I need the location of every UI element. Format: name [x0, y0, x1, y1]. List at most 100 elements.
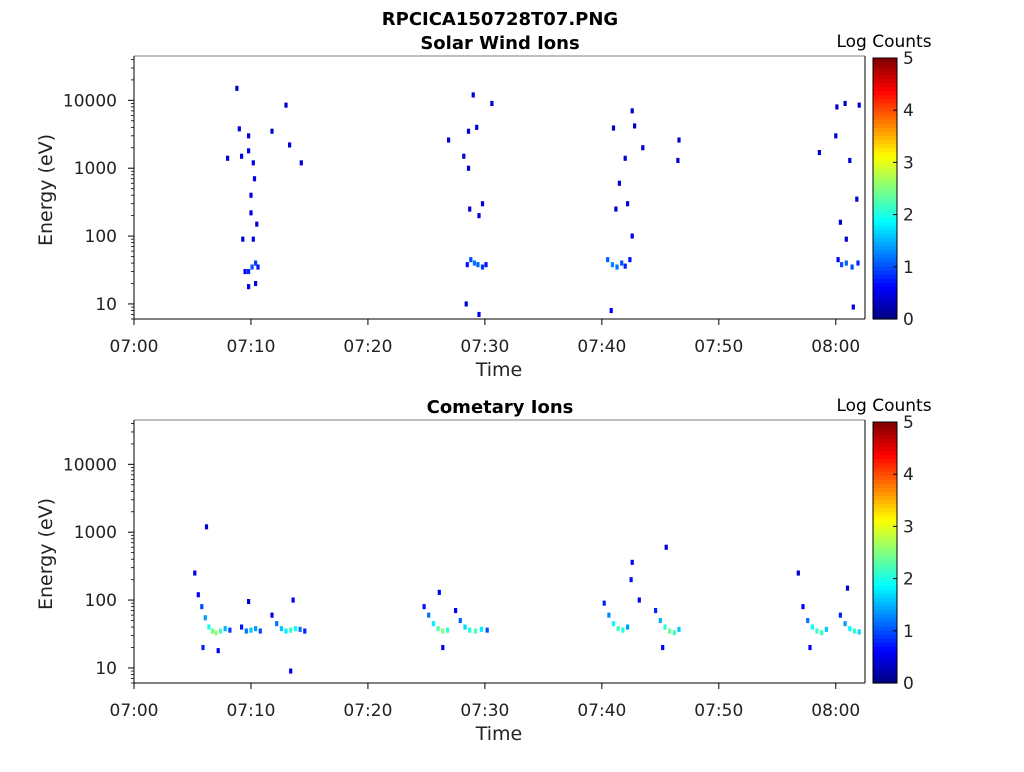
- data-cell: [810, 624, 814, 630]
- colorbar-segment: [873, 294, 897, 300]
- data-cell: [251, 160, 255, 166]
- x-tick-label: 07:20: [343, 701, 392, 721]
- data-cell: [614, 206, 618, 212]
- colorbar-segment: [873, 212, 897, 218]
- colorbar-segment: [873, 568, 897, 574]
- colorbar-tick-label: 0: [903, 310, 914, 330]
- colorbar-segment: [873, 135, 897, 141]
- colorbar-segment: [873, 253, 897, 259]
- data-cell: [840, 262, 844, 268]
- data-cell: [852, 628, 857, 634]
- data-cell: [463, 624, 467, 630]
- data-cell: [445, 627, 450, 633]
- colorbar-label: Log Counts: [836, 32, 931, 52]
- data-cell: [808, 645, 812, 651]
- data-cell: [288, 142, 292, 148]
- colorbar-segment: [873, 446, 897, 452]
- colorbar-segment: [873, 621, 897, 627]
- x-tick-label: 07:00: [110, 701, 159, 721]
- data-cell: [447, 137, 451, 143]
- colorbar-segment: [873, 560, 897, 566]
- data-cell: [472, 260, 476, 266]
- colorbar-segment: [873, 168, 897, 173]
- colorbar-segment: [873, 298, 897, 304]
- data-cell: [606, 257, 610, 263]
- colorbar-segment: [873, 237, 897, 243]
- data-cell: [255, 221, 259, 227]
- y-tick-label: 1000: [74, 159, 117, 179]
- data-cell: [844, 260, 848, 266]
- x-tick-label: 07:50: [694, 701, 743, 721]
- data-cell: [299, 160, 303, 166]
- data-cell: [815, 628, 819, 634]
- data-cell: [477, 213, 481, 219]
- colorbar-segment: [873, 462, 897, 468]
- data-cell: [214, 630, 218, 636]
- colorbar-segment: [873, 666, 897, 672]
- data-cell: [801, 604, 805, 610]
- data-cell: [857, 102, 861, 108]
- y-axis-label: Energy (eV): [35, 498, 57, 610]
- solar-wind-panel: Solar Wind Ions Log Counts Energy (eV) T…: [35, 32, 932, 381]
- colorbar-segment: [873, 241, 897, 247]
- colorbar-segment: [873, 515, 897, 521]
- data-cell: [454, 608, 458, 614]
- colorbar-segment: [873, 261, 897, 267]
- data-cell: [441, 628, 445, 634]
- data-cell: [850, 264, 854, 270]
- colorbar-segment: [873, 503, 897, 509]
- colorbar-segment: [873, 556, 897, 562]
- colorbar-segment: [873, 204, 897, 210]
- x-tick-label: 07:30: [460, 701, 509, 721]
- colorbar-segment: [873, 650, 897, 656]
- data-cell: [851, 304, 855, 310]
- data-cell: [473, 628, 478, 634]
- colorbar-segment: [873, 552, 897, 558]
- data-cell: [254, 260, 258, 266]
- data-cell: [857, 629, 861, 635]
- colorbar-segment: [873, 62, 897, 67]
- data-cell: [249, 627, 253, 633]
- data-cell: [623, 263, 627, 269]
- x-tick-label: 07:10: [226, 701, 275, 721]
- data-cell: [626, 201, 630, 207]
- colorbar-segment: [873, 249, 897, 255]
- colorbar-tick-label: 2: [903, 206, 914, 226]
- colorbar-tick-label: 5: [903, 49, 914, 69]
- data-cell: [207, 624, 211, 630]
- colorbar-segment: [873, 74, 897, 79]
- data-cell: [838, 219, 842, 225]
- colorbar-segment: [873, 314, 897, 320]
- colorbar-segment: [873, 466, 897, 472]
- colorbar-segment: [873, 245, 897, 251]
- x-axis-label: Time: [475, 723, 523, 745]
- data-cell: [422, 604, 426, 610]
- x-tick-label: 07:30: [460, 337, 509, 357]
- colorbar-segment: [873, 180, 897, 186]
- y-tick-label: 10000: [63, 455, 117, 475]
- data-cell: [458, 618, 462, 624]
- data-cell: [824, 626, 828, 632]
- data-cell: [279, 626, 283, 632]
- colorbar-segment: [873, 605, 897, 611]
- colorbar-segment: [873, 86, 897, 92]
- data-cell: [216, 648, 220, 654]
- data-cell: [250, 264, 254, 270]
- data-cell: [834, 133, 838, 139]
- x-tick-label: 07:20: [343, 337, 392, 357]
- colorbar-segment: [873, 58, 897, 63]
- colorbar-segment: [873, 265, 897, 271]
- x-tick-label: 08:00: [811, 337, 860, 357]
- data-cell: [201, 645, 205, 651]
- colorbar-segment: [873, 123, 897, 128]
- data-cell: [275, 621, 279, 627]
- colorbar-segment: [873, 155, 897, 161]
- colorbar-frame: [872, 421, 898, 684]
- data-cell: [468, 206, 472, 212]
- data-cell: [243, 269, 247, 275]
- data-cell: [817, 150, 821, 156]
- colorbar-segment: [873, 544, 897, 550]
- colorbar-segment: [873, 638, 897, 643]
- data-cell: [630, 559, 634, 565]
- data-cell: [630, 233, 634, 239]
